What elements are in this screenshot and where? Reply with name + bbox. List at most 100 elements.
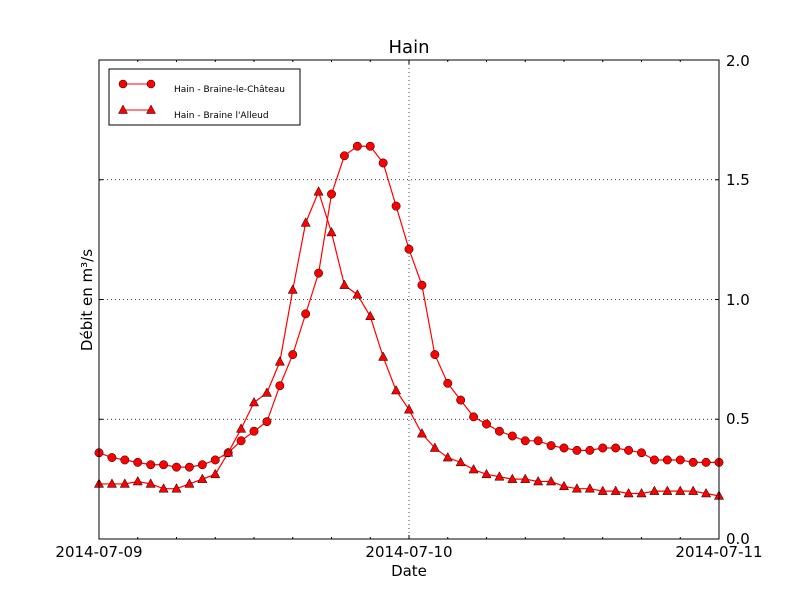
data-point-circle xyxy=(598,443,608,453)
data-point-circle xyxy=(288,350,298,360)
data-point-circle xyxy=(210,455,220,465)
data-point-circle xyxy=(572,445,582,455)
legend-box xyxy=(108,68,301,126)
data-point-circle xyxy=(611,443,621,453)
data-point-triangle xyxy=(675,485,686,495)
data-point-triangle xyxy=(352,289,363,299)
x-tick-labels: 2014-07-09 2014-07-10 2014-07-11 xyxy=(55,543,762,561)
data-point-triangle xyxy=(662,485,673,495)
data-point-triangle xyxy=(274,356,285,366)
series-layer xyxy=(93,141,725,500)
x-axis-label: Date xyxy=(391,562,427,580)
data-point-circle xyxy=(662,455,672,465)
data-point-triangle xyxy=(223,447,234,457)
y-tick-label: 2.0 xyxy=(726,52,750,70)
data-point-triangle xyxy=(558,480,570,491)
data-point-circle xyxy=(494,426,504,436)
data-point-triangle xyxy=(507,473,518,483)
data-point-circle xyxy=(624,445,634,455)
data-point-circle xyxy=(236,436,246,446)
data-point-triangle xyxy=(481,468,492,479)
data-point-circle xyxy=(507,431,517,441)
data-point-triangle xyxy=(197,473,208,483)
data-point-triangle xyxy=(210,468,221,479)
data-point-circle xyxy=(701,457,711,467)
data-point-triangle xyxy=(378,351,389,361)
legend-label: Hain - Braine l'Alleud xyxy=(174,111,269,121)
plot-frame xyxy=(98,59,720,540)
data-point-triangle xyxy=(571,483,582,493)
data-point-triangle xyxy=(636,487,647,498)
data-point-circle xyxy=(585,445,595,455)
y-tick-label: 1.0 xyxy=(726,291,750,309)
data-point-triangle xyxy=(688,485,699,495)
data-point-triangle xyxy=(533,475,544,486)
data-point-circle xyxy=(249,426,259,436)
data-point-circle xyxy=(262,417,272,427)
data-point-circle xyxy=(391,201,401,211)
data-point-triangle xyxy=(468,464,479,474)
data-point-circle xyxy=(133,457,143,467)
data-point-triangle xyxy=(597,485,608,495)
data-point-circle xyxy=(482,419,491,429)
x-tick-label: 2014-07-11 xyxy=(675,543,762,561)
data-point-triangle xyxy=(326,226,337,237)
data-point-triangle xyxy=(145,478,156,488)
data-point-triangle xyxy=(701,487,712,498)
data-point-triangle xyxy=(623,487,634,498)
data-point-circle xyxy=(146,460,156,470)
series-circle xyxy=(94,141,724,472)
data-point-triangle xyxy=(365,310,376,321)
data-point-triangle xyxy=(261,387,272,397)
data-point-circle xyxy=(456,395,466,405)
data-point-circle xyxy=(365,141,375,151)
data-point-triangle xyxy=(391,384,402,395)
data-point-triangle xyxy=(171,483,182,493)
legend-triangle-marker xyxy=(146,104,156,114)
data-point-triangle xyxy=(339,279,350,289)
data-point-triangle xyxy=(610,485,621,495)
data-point-circle xyxy=(430,350,440,360)
legend-circle-marker xyxy=(118,79,128,89)
data-point-circle xyxy=(546,441,556,451)
y-axis-label: Débit en m³/s xyxy=(78,249,96,351)
data-point-triangle xyxy=(248,396,260,407)
data-point-triangle xyxy=(236,423,247,433)
data-point-triangle xyxy=(494,471,505,481)
data-point-circle xyxy=(469,412,479,422)
legend: Hain - Braine-le-Château Hain - Braine l… xyxy=(108,68,301,126)
legend-circle-marker xyxy=(146,79,156,89)
data-point-circle xyxy=(520,436,530,446)
y-tick-label: 1.5 xyxy=(726,171,750,189)
data-point-triangle xyxy=(442,452,453,462)
data-point-triangle xyxy=(106,478,117,488)
data-point-circle xyxy=(688,457,698,467)
data-point-triangle xyxy=(300,217,311,227)
data-point-triangle xyxy=(429,442,440,452)
data-point-triangle xyxy=(455,456,466,467)
grid xyxy=(99,60,719,539)
series-triangle xyxy=(93,186,725,500)
data-point-circle xyxy=(443,378,453,388)
data-point-circle xyxy=(159,460,169,470)
data-point-triangle xyxy=(584,483,595,493)
data-point-circle xyxy=(637,448,646,458)
x-tick-label: 2014-07-10 xyxy=(365,543,452,561)
data-point-triangle xyxy=(184,478,195,488)
data-point-triangle xyxy=(520,473,531,483)
data-point-circle xyxy=(184,462,194,472)
data-point-triangle xyxy=(287,284,298,294)
data-point-triangle xyxy=(416,428,427,438)
data-point-circle xyxy=(675,455,685,465)
data-point-circle xyxy=(559,443,569,453)
y-tick-label: 0.5 xyxy=(726,410,750,428)
data-point-triangle xyxy=(649,485,660,495)
data-point-circle xyxy=(197,460,207,470)
data-point-circle xyxy=(417,280,427,290)
data-point-circle xyxy=(120,455,130,465)
y-tick-labels: 0.0 0.5 1.0 1.5 2.0 xyxy=(726,52,750,548)
data-point-circle xyxy=(301,309,311,319)
data-point-circle xyxy=(314,268,324,278)
chart-title: Hain xyxy=(389,37,430,58)
